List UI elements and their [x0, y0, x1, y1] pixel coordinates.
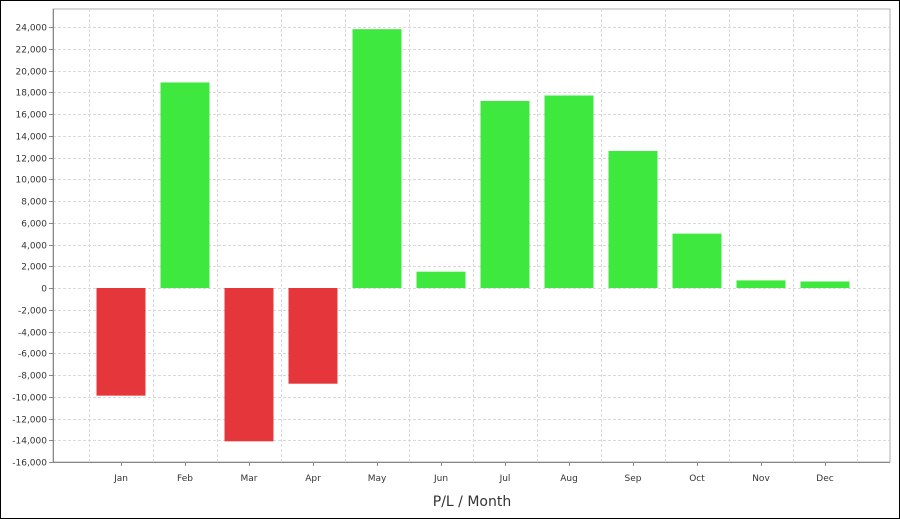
bar-feb — [160, 82, 210, 289]
axes — [49, 9, 890, 466]
x-tick-label: Dec — [816, 474, 833, 484]
x-tick-label: Jun — [433, 474, 448, 484]
bar-dec — [800, 281, 850, 288]
y-tick-label: 0 — [41, 285, 47, 295]
y-tick-label: -6,000 — [18, 350, 47, 360]
y-tick-label: 8,000 — [21, 198, 47, 208]
y-tick-label: 20,000 — [16, 68, 48, 78]
y-tick-label: -16,000 — [12, 459, 47, 469]
x-tick-labels: Jan Feb Mar Apr May Jun Jul Aug Sep Oct Nov Dec — [113, 474, 834, 484]
y-tick-label: 24,000 — [16, 24, 48, 34]
y-tick-label: 18,000 — [16, 89, 48, 99]
x-tick-label: Oct — [689, 474, 705, 484]
x-tick-label: Nov — [752, 474, 770, 484]
x-tick-label: Feb — [177, 474, 193, 484]
y-tick-label: -2,000 — [18, 307, 47, 317]
y-tick-label: 16,000 — [16, 111, 48, 121]
y-tick-label: 12,000 — [16, 155, 48, 165]
y-tick-label: 2,000 — [21, 263, 47, 273]
y-tick-label: 22,000 — [16, 46, 48, 56]
x-tick-label: Jan — [113, 474, 128, 484]
x-tick-label: Sep — [625, 474, 642, 484]
bar-apr — [288, 288, 338, 384]
x-axis-label: P/L / Month — [433, 494, 511, 510]
bar-jul — [480, 100, 530, 288]
bar-oct — [672, 233, 722, 288]
y-tick-label: -14,000 — [12, 437, 47, 447]
bar-sep — [608, 150, 658, 288]
x-tick-label: May — [368, 474, 387, 484]
y-tick-label: 10,000 — [16, 176, 48, 186]
y-tick-label: -10,000 — [12, 394, 47, 404]
bar-jan — [96, 288, 146, 396]
y-tick-label: 4,000 — [21, 242, 47, 252]
x-tick-label: Jul — [499, 474, 511, 484]
y-tick-label: -8,000 — [18, 372, 47, 382]
y-tick-labels: 24,000 22,000 20,000 18,000 16,000 14,000 12,0… — [12, 24, 47, 469]
bar-mar — [224, 288, 274, 442]
y-tick-label: -12,000 — [12, 416, 47, 426]
x-tick-label: Aug — [560, 474, 578, 484]
y-tick-label: 14,000 — [16, 133, 48, 143]
x-tick-label: Apr — [305, 474, 321, 484]
bar-aug — [544, 95, 594, 288]
y-tick-label: -4,000 — [18, 329, 47, 339]
x-tick-label: Mar — [241, 474, 258, 484]
bars — [96, 29, 850, 442]
y-tick-label: 6,000 — [21, 220, 47, 230]
bar-nov — [736, 280, 786, 288]
bar-jun — [416, 271, 466, 288]
bar-may — [352, 29, 402, 289]
